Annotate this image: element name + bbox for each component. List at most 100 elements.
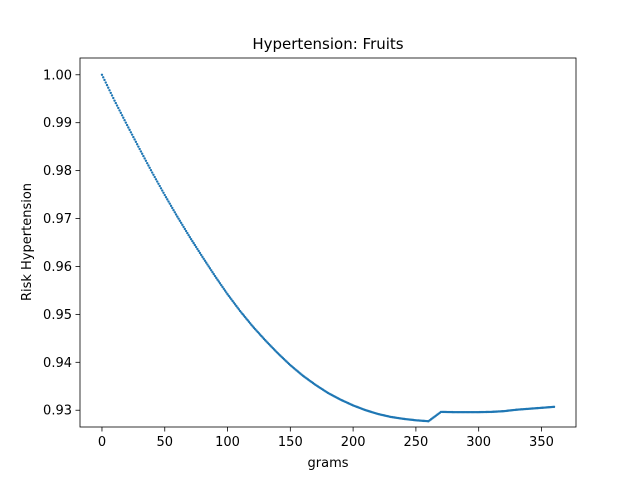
- data-point: [135, 143, 139, 146]
- data-point: [154, 178, 158, 181]
- data-point: [137, 145, 140, 148]
- x-tick-label: 50: [156, 435, 173, 450]
- data-point: [191, 239, 194, 243]
- data-point: [117, 106, 120, 110]
- data-point: [156, 180, 159, 183]
- data-point: [223, 289, 227, 292]
- data-point: [207, 265, 210, 268]
- y-axis-label: Risk Hypertension: [20, 183, 35, 301]
- data-point: [142, 154, 145, 158]
- chart-title: Hypertension: Fruits: [252, 35, 403, 53]
- plot-frame: [79, 57, 577, 428]
- data-point: [168, 202, 171, 205]
- data-point: [178, 219, 182, 222]
- data-point: [110, 94, 114, 97]
- data-point: [164, 196, 168, 199]
- data-point: [552, 405, 556, 409]
- data-point: [174, 213, 178, 216]
- data-point: [148, 166, 151, 170]
- data-point: [107, 86, 110, 89]
- data-point: [193, 243, 197, 247]
- data-point: [153, 175, 156, 179]
- data-point: [122, 116, 125, 119]
- data-point: [210, 269, 213, 272]
- data-point: [231, 299, 234, 303]
- data-point: [103, 78, 106, 82]
- data-point: [176, 215, 179, 218]
- data-point: [118, 109, 121, 112]
- data-point: [172, 208, 175, 212]
- data-point: [198, 251, 202, 255]
- data-point: [217, 280, 220, 283]
- data-point: [124, 121, 128, 124]
- data-point: [203, 259, 207, 262]
- data-point: [230, 298, 233, 301]
- data-point: [225, 291, 228, 294]
- data-point: [220, 283, 223, 287]
- data-point: [232, 301, 236, 304]
- data-point: [194, 245, 198, 249]
- data-point: [151, 171, 154, 174]
- x-axis-label: grams: [308, 456, 349, 471]
- y-tick-label: 0.94: [43, 356, 72, 371]
- data-point: [186, 231, 189, 235]
- data-point: [157, 182, 160, 185]
- data-point: [138, 147, 141, 151]
- data-point: [222, 287, 225, 290]
- data-point: [144, 159, 148, 162]
- data-point: [202, 257, 205, 260]
- data-point: [187, 233, 190, 237]
- data-point: [102, 76, 105, 79]
- data-point: [119, 111, 123, 115]
- data-point: [115, 104, 119, 107]
- data-point: [100, 73, 104, 76]
- x-tick-label: 300: [466, 435, 491, 450]
- data-point: [149, 168, 153, 172]
- data-point: [237, 308, 241, 311]
- data-point: [147, 164, 150, 167]
- y-tick-label: 0.96: [43, 260, 72, 275]
- x-tick-label: 0: [98, 435, 106, 450]
- data-point: [130, 133, 134, 136]
- plot-area: [80, 58, 576, 427]
- data-point: [120, 114, 124, 117]
- data-point: [128, 128, 131, 132]
- data-point: [188, 236, 192, 239]
- data-point: [235, 304, 238, 308]
- data-point: [218, 282, 222, 285]
- x-axis: 0 50 100 150 200 250 300 350: [98, 427, 554, 450]
- data-point: [179, 221, 183, 224]
- data-point: [213, 274, 217, 278]
- data-point: [152, 173, 155, 176]
- data-markers: [100, 73, 556, 423]
- data-point: [139, 150, 143, 153]
- data-point: [206, 263, 209, 266]
- data-point: [127, 126, 130, 129]
- y-tick-label: 0.97: [43, 212, 72, 227]
- data-point: [145, 161, 149, 165]
- data-point: [208, 267, 212, 270]
- data-point: [163, 193, 166, 197]
- x-tick-label: 150: [278, 435, 303, 450]
- x-tick-label: 200: [341, 435, 366, 450]
- data-point: [162, 191, 165, 194]
- data-point: [161, 189, 164, 192]
- data-point: [169, 204, 173, 208]
- data-point: [133, 138, 136, 141]
- data-point: [181, 223, 184, 227]
- data-point: [134, 140, 138, 144]
- data-point: [123, 119, 126, 122]
- data-point: [192, 241, 195, 245]
- data-point: [233, 303, 237, 306]
- x-tick-label: 250: [403, 435, 428, 450]
- data-point: [177, 217, 180, 220]
- data-point: [221, 285, 224, 289]
- data-point: [196, 247, 199, 251]
- data-point: [183, 227, 187, 231]
- y-tick-label: 0.93: [43, 404, 72, 419]
- y-tick-label: 1.00: [43, 68, 72, 83]
- data-point: [211, 271, 214, 274]
- data-point: [212, 272, 215, 276]
- data-point: [226, 293, 229, 296]
- data-point: [113, 99, 116, 102]
